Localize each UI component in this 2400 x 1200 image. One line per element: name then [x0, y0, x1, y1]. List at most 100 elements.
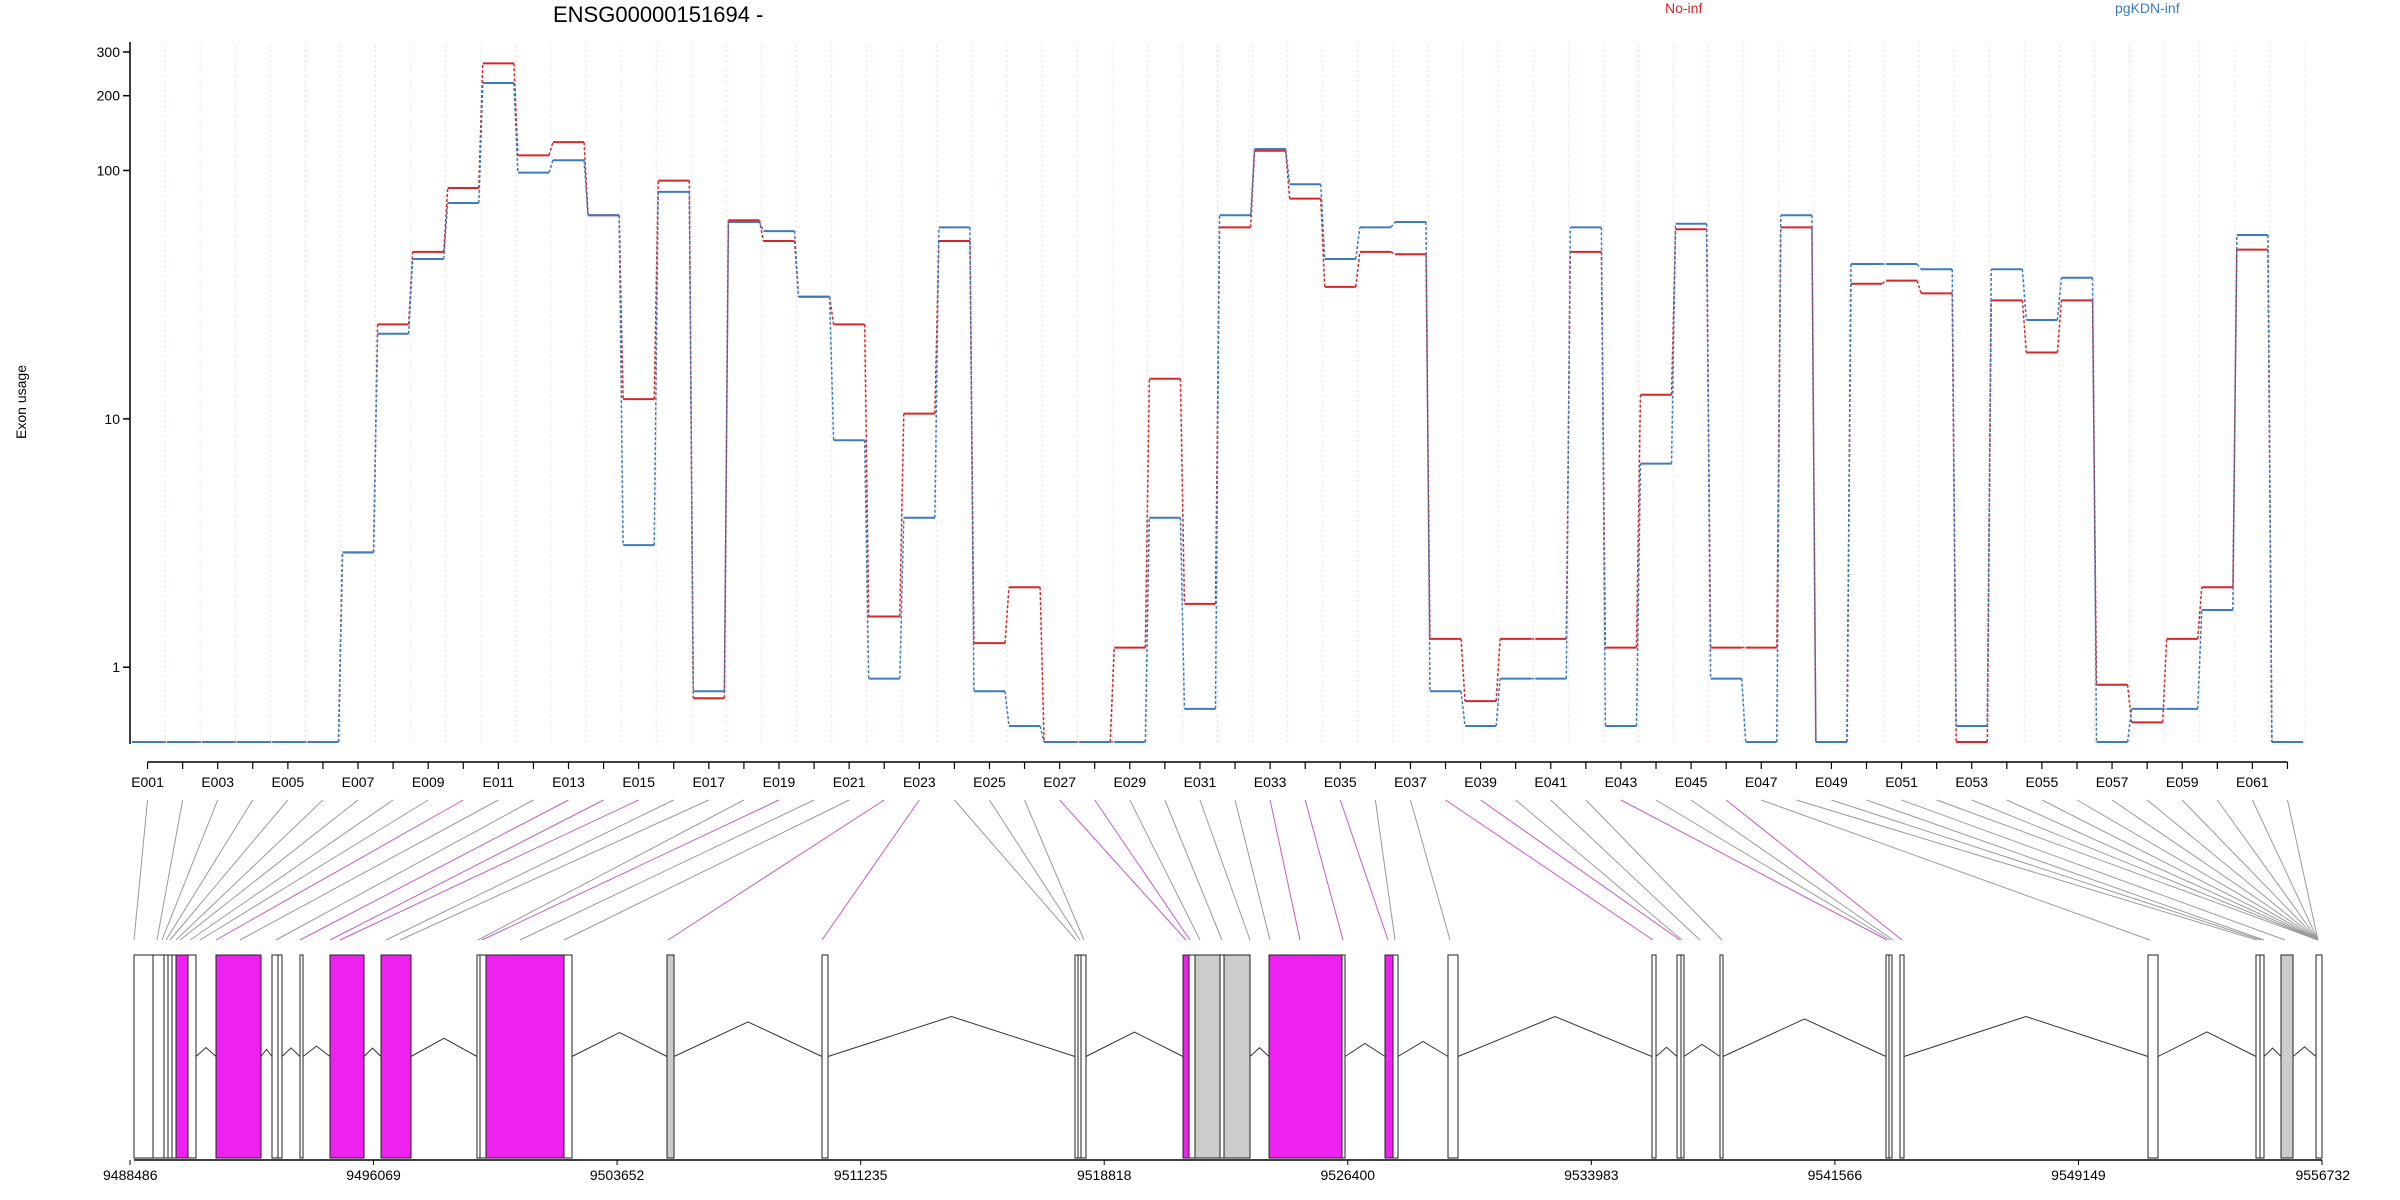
exon-connector-line — [1725, 799, 1903, 941]
data-connector — [1986, 269, 1993, 726]
intron-line — [410, 1037, 478, 1057]
exon-box — [1899, 954, 1905, 1159]
coord-tick-label: 9526400 — [1321, 1167, 1376, 1183]
data-connector — [653, 191, 659, 546]
intron-line — [281, 1047, 301, 1057]
data-connector — [934, 227, 940, 518]
exon-connector-line — [239, 799, 499, 941]
exon-connector-line — [399, 799, 710, 941]
data-connector — [863, 324, 870, 617]
data-connector — [1460, 638, 1466, 702]
exon-tick-label: E031 — [1184, 774, 1217, 790]
exon-tick-label: E023 — [903, 774, 936, 790]
data-connector — [1916, 263, 1922, 270]
exon-tick-label: E055 — [2026, 774, 2059, 790]
chart-title: ENSG00000151694 - — [553, 2, 763, 27]
intron-line — [1344, 1042, 1386, 1057]
exon-tick-label: E037 — [1394, 774, 1427, 790]
data-connector — [1004, 587, 1010, 644]
data-connector — [372, 333, 379, 553]
exon-connector-line — [481, 799, 780, 941]
data-connector — [1039, 725, 1045, 743]
data-connector — [1319, 184, 1326, 260]
exon-box — [1384, 954, 1394, 1159]
exon-box — [271, 954, 279, 1159]
exon-connector-line — [1409, 799, 1451, 941]
coord-tick-label: 9496069 — [346, 1167, 401, 1183]
exon-connector-line — [1024, 799, 1085, 941]
exon-box — [1392, 954, 1399, 1159]
data-connector — [2232, 249, 2238, 588]
data-connector — [828, 296, 835, 441]
exon-connector-line — [2111, 799, 2319, 941]
exon-connector-line — [275, 799, 534, 941]
data-connector — [372, 324, 379, 553]
exon-connector-line — [2041, 799, 2319, 941]
data-connector — [1881, 280, 1887, 285]
data-connector — [793, 231, 800, 297]
data-connector — [1495, 678, 1501, 727]
data-connector — [2021, 269, 2028, 321]
coord-tick-label: 9488486 — [103, 1167, 158, 1183]
exon-tick-label: E059 — [2166, 774, 2199, 790]
exon-box — [1651, 954, 1657, 1159]
data-connector — [1355, 227, 1361, 260]
exon-tick-label: E039 — [1464, 774, 1497, 790]
exon-connector-line — [1374, 799, 1396, 941]
coord-tick-label: 9518818 — [1077, 1167, 1132, 1183]
exon-tick-label: E001 — [131, 774, 164, 790]
exon-connector-line — [1234, 799, 1271, 941]
intron-line — [1457, 1015, 1653, 1057]
exon-tick-label: E025 — [973, 774, 1006, 790]
exon-connector-line — [189, 799, 394, 941]
intron-line — [2157, 1031, 2257, 1057]
exon-connector-line — [1339, 799, 1389, 941]
data-connector — [1004, 691, 1010, 727]
exon-box — [329, 954, 365, 1159]
data-connector — [1284, 150, 1291, 199]
exon-connector-line — [2006, 799, 2319, 941]
data-connector — [1916, 280, 1922, 294]
exon-connector-line — [1129, 799, 1201, 941]
exon-box — [163, 954, 169, 1159]
exon-connector-line — [1585, 799, 1723, 941]
exon-connector-line — [1304, 799, 1344, 941]
exon-connector-line — [179, 799, 359, 941]
exon-box — [1080, 954, 1087, 1159]
exon-box — [485, 954, 565, 1159]
exon-connector-line — [2181, 799, 2319, 941]
exon-box — [1719, 954, 1724, 1159]
exon-connector-line — [1655, 799, 1891, 941]
exon-connector-line — [156, 799, 184, 941]
exon-tick-label: E041 — [1534, 774, 1567, 790]
exon-box — [380, 954, 412, 1159]
exon-connector-line — [1690, 799, 1894, 941]
exon-connector-line — [1269, 799, 1301, 941]
exon-box — [1268, 954, 1343, 1159]
exon-connector-line — [215, 799, 464, 941]
exon-box — [2259, 954, 2265, 1159]
exon-connector-line — [2076, 799, 2319, 941]
y-tick-label: 300 — [97, 44, 121, 60]
exon-connector-line — [1796, 799, 2258, 941]
exon-connector-line — [1936, 799, 2319, 941]
exon-box — [277, 954, 283, 1159]
gene-model — [133, 954, 2323, 1159]
data-connector — [1565, 227, 1572, 679]
y-axis-label: Exon usage — [13, 365, 29, 439]
exon-connector-line — [299, 799, 569, 941]
data-connector — [1776, 215, 1782, 743]
data-connector — [2091, 277, 2098, 743]
data-connector — [1179, 517, 1186, 709]
exon-connector-line — [1761, 799, 2151, 941]
data-connector — [1284, 148, 1291, 185]
exon-tick-label: E015 — [622, 774, 655, 790]
data-connector — [478, 82, 484, 203]
coord-tick-label: 9533983 — [1564, 1167, 1619, 1183]
exon-box — [2315, 954, 2323, 1159]
exon-box — [1219, 954, 1225, 1159]
exon-tick-label: E011 — [483, 774, 515, 790]
exon-connector-line — [989, 799, 1081, 941]
intron-line — [2263, 1047, 2282, 1057]
data-connector — [2056, 300, 2063, 353]
